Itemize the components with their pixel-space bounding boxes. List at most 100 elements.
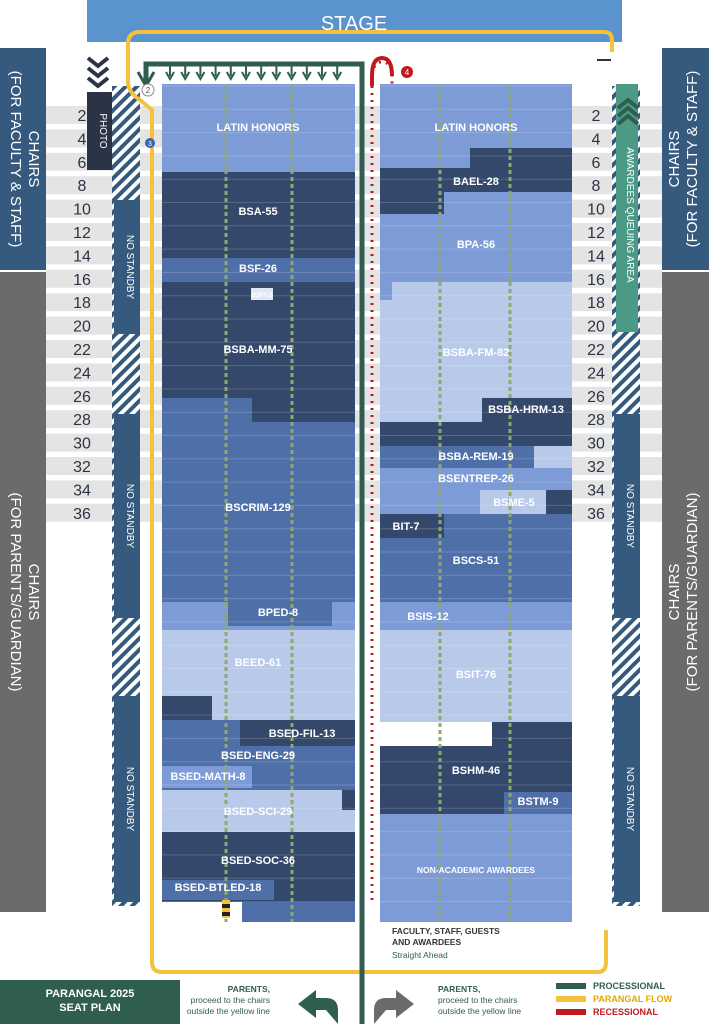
seat-block bbox=[240, 720, 355, 746]
faculty-label-right: CHAIRS(FOR FACULTY & STAFF) bbox=[666, 71, 701, 248]
marker-4-label: 4 bbox=[405, 68, 410, 77]
seat-block bbox=[380, 282, 572, 398]
seat-block bbox=[380, 814, 572, 922]
legend-label: RECESSIONAL bbox=[593, 1007, 659, 1017]
seat-block bbox=[162, 172, 355, 258]
row-number-left: 10 bbox=[73, 202, 91, 219]
no-standby-label: NO STANDBY bbox=[624, 767, 635, 832]
marker-4 bbox=[401, 66, 413, 78]
title-bar bbox=[0, 980, 180, 1024]
block-label: BSENTREP-26 bbox=[438, 473, 514, 485]
no-standby-label: NO STANDBY bbox=[124, 235, 135, 300]
legend-swatch bbox=[556, 983, 586, 989]
parents-note-left: PARENTS, proceed to the chairs outside the… bbox=[187, 984, 270, 1016]
seat-block bbox=[162, 696, 212, 720]
marker-3-label: 3 bbox=[148, 141, 152, 148]
row-number-right: 6 bbox=[592, 155, 601, 172]
row-number-left: 34 bbox=[73, 482, 91, 499]
seat-block bbox=[380, 168, 572, 192]
block-label: BAEL-28 bbox=[453, 176, 499, 188]
seat-block bbox=[546, 490, 572, 514]
row-number-right: 34 bbox=[587, 482, 605, 499]
row-number-right: 8 bbox=[592, 178, 601, 195]
seat-block bbox=[252, 398, 355, 422]
block-label: BSBA-HRM-13 bbox=[488, 404, 564, 416]
legend-label: PARANGAL FLOW bbox=[593, 994, 673, 1004]
seat-block bbox=[480, 490, 546, 514]
seat-block bbox=[380, 446, 572, 468]
seat-block bbox=[162, 790, 355, 832]
left-seat-section bbox=[162, 84, 355, 922]
block-label: BSED-ENG-29 bbox=[221, 750, 295, 762]
block-label: BSED-SCI-29 bbox=[224, 806, 292, 818]
row-number-right: 30 bbox=[587, 436, 605, 453]
marker-2 bbox=[141, 83, 155, 97]
down-arrow-icon bbox=[301, 71, 312, 82]
block-label: BSBA-MM-75 bbox=[223, 344, 292, 356]
row-number-left: 6 bbox=[78, 155, 87, 172]
seat-block bbox=[162, 630, 355, 696]
block-label: BSFT-2 bbox=[252, 293, 273, 299]
no-standby-left-3 bbox=[114, 696, 140, 902]
row-number-right: 32 bbox=[587, 459, 605, 476]
block-label: BSED-FIL-13 bbox=[269, 728, 336, 740]
seat-block bbox=[470, 148, 572, 168]
parents-chairs-right bbox=[662, 272, 709, 912]
seat-block bbox=[162, 832, 355, 876]
photo-label: PHOTO bbox=[97, 113, 108, 149]
turn-right-arrow-icon bbox=[374, 990, 414, 1024]
seat-block bbox=[482, 398, 572, 422]
entry-chevrons-icon bbox=[86, 56, 110, 89]
block-label: BPA-56 bbox=[457, 239, 495, 251]
row-number-left: 28 bbox=[73, 412, 91, 429]
processional-arrows bbox=[165, 64, 343, 82]
row-number-right: 28 bbox=[587, 412, 605, 429]
legend-swatch bbox=[556, 1009, 586, 1015]
seat-block bbox=[162, 258, 355, 282]
seat-block bbox=[380, 282, 392, 300]
block-label: BSED-SOC-36 bbox=[221, 855, 295, 867]
down-arrow-icon bbox=[241, 71, 251, 82]
no-standby-label: NO STANDBY bbox=[624, 484, 635, 549]
no-standby-label: NO STANDBY bbox=[124, 484, 135, 549]
no-standby-label: NO STANDBY bbox=[124, 767, 135, 832]
faculty-label-left: CHAIRS(FOR FACULTY & STAFF) bbox=[7, 71, 42, 248]
parents-chairs-left bbox=[0, 272, 46, 912]
parents-label-left: CHAIRS(FOR PARENTS/GUARDIAN) bbox=[7, 493, 42, 692]
row-number-left: 8 bbox=[78, 178, 87, 195]
row-number-left: 18 bbox=[73, 295, 91, 312]
faculty-chairs-right bbox=[662, 48, 709, 270]
seat-block bbox=[228, 602, 332, 626]
block-label: LATIN HONORS bbox=[435, 122, 518, 134]
row-number-left: 4 bbox=[78, 131, 87, 148]
processional-path bbox=[143, 61, 365, 1024]
seat-block bbox=[380, 192, 444, 214]
seat-block bbox=[162, 84, 355, 172]
row-number-right: 12 bbox=[587, 225, 605, 242]
block-label: BSED-MATH-8 bbox=[171, 771, 246, 783]
reserved-chairs bbox=[222, 900, 230, 918]
row-number-left: 32 bbox=[73, 459, 91, 476]
block-label: BSCS-51 bbox=[453, 555, 499, 567]
marker-2-label: 2 bbox=[146, 86, 151, 95]
seat-block bbox=[162, 766, 252, 788]
seat-block bbox=[380, 792, 504, 814]
seat-block bbox=[380, 84, 572, 148]
seat-block bbox=[162, 282, 355, 398]
row-number-left: 36 bbox=[73, 506, 91, 523]
seat-block bbox=[380, 538, 572, 602]
row-number-left: 30 bbox=[73, 436, 91, 453]
chair-grid bbox=[162, 85, 572, 902]
seat-block bbox=[380, 630, 572, 722]
down-arrow-icon bbox=[286, 71, 297, 82]
row-number-right: 36 bbox=[587, 506, 605, 523]
parents-label-right: CHAIRS(FOR PARENTS/GUARDIAN) bbox=[666, 493, 701, 692]
legend-swatch bbox=[556, 996, 586, 1002]
parents-note-right: PARENTS, proceed to the chairs outside the… bbox=[438, 984, 521, 1016]
row-number-right: 18 bbox=[587, 295, 605, 312]
seat-block bbox=[380, 746, 572, 792]
awardees-queuing-area bbox=[616, 84, 638, 332]
seat-block bbox=[504, 792, 572, 814]
